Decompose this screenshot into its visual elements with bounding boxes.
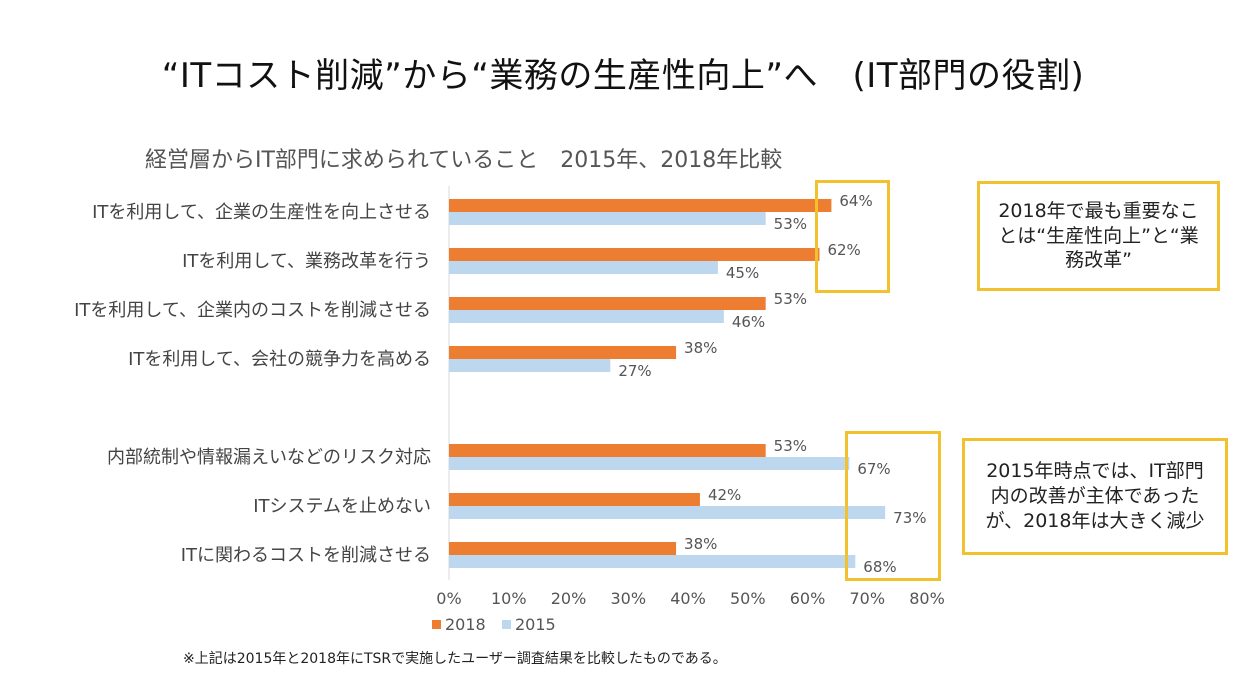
bar-2018 <box>449 199 832 212</box>
callout-it-internal-text: 2015年時点では、IT部門内の改善が主体であったが、2018年は大きく減少 <box>985 460 1205 532</box>
bar-2015 <box>449 261 718 274</box>
bar-2018 <box>449 297 766 310</box>
category-label: ITシステムを止めない <box>253 496 431 517</box>
category-label: ITを利用して、企業内のコストを削減させる <box>74 300 431 321</box>
highlight-box-2018-top <box>815 180 890 293</box>
x-tick-label: 0% <box>436 589 461 608</box>
bar-2015 <box>449 212 766 225</box>
value-label-2018: 42% <box>708 486 741 504</box>
callout-productivity: 2018年で最も重要なことは“生産性向上”と“業務改革” <box>977 181 1220 291</box>
highlight-box-2015-bottom <box>845 431 941 581</box>
value-label-2015: 68% <box>863 558 896 576</box>
bar-2015 <box>449 506 886 519</box>
bar-2015 <box>449 457 850 470</box>
value-label-2015: 46% <box>732 313 765 331</box>
value-label-2018: 38% <box>684 339 717 357</box>
callout-productivity-text: 2018年で最も重要なことは“生産性向上”と“業務改革” <box>998 199 1199 272</box>
value-label-2018: 62% <box>827 241 860 259</box>
value-label-2018: 53% <box>774 437 807 455</box>
x-tick-label: 30% <box>610 589 646 608</box>
bar-2018 <box>449 542 677 555</box>
slide-title: “ITコスト削減”から“業務の生産性向上”へ (IT部門の役割) <box>161 56 1085 96</box>
x-tick-label: 10% <box>491 589 527 608</box>
legend-label-2018: 2018 <box>445 615 486 634</box>
chart-title: 経営層からIT部門に求められていること 2015年、2018年比較 <box>145 148 783 173</box>
bar-2015 <box>449 310 724 323</box>
value-label-2018: 38% <box>684 535 717 553</box>
value-label-2015: 27% <box>618 362 651 380</box>
bar-2018 <box>449 248 820 261</box>
category-label: ITを利用して、企業の生産性を向上させる <box>92 202 431 223</box>
bar-2018 <box>449 493 700 506</box>
value-label-2015: 73% <box>893 509 926 527</box>
category-label: ITに関わるコストを削減させる <box>181 545 431 566</box>
bar-2018 <box>449 346 677 359</box>
x-tick-label: 50% <box>730 589 766 608</box>
legend-swatch-2015 <box>502 620 511 629</box>
category-label: 内部統制や情報漏えいなどのリスク対応 <box>107 447 431 468</box>
category-label: ITを利用して、会社の競争力を高める <box>128 349 431 370</box>
x-tick-label: 40% <box>670 589 706 608</box>
x-tick-label: 20% <box>551 589 587 608</box>
x-tick-label: 70% <box>849 589 885 608</box>
value-label-2015: 67% <box>857 460 890 478</box>
value-label-2015: 53% <box>774 215 807 233</box>
footnote: ※上記は2015年と2018年にTSRで実施したユーザー調査結果を比較したもので… <box>183 651 727 667</box>
x-tick-label: 60% <box>790 589 826 608</box>
bar-2015 <box>449 359 611 372</box>
legend-label-2015: 2015 <box>515 615 556 634</box>
x-tick-label: 80% <box>909 589 945 608</box>
value-label-2015: 45% <box>726 264 759 282</box>
value-label-2018: 64% <box>839 192 872 210</box>
legend-swatch-2018 <box>432 620 441 629</box>
callout-it-internal: 2015年時点では、IT部門内の改善が主体であったが、2018年は大きく減少 <box>962 438 1228 555</box>
value-label-2018: 53% <box>774 290 807 308</box>
bar-2018 <box>449 444 766 457</box>
category-label: ITを利用して、業務改革を行う <box>182 251 431 272</box>
bar-2015 <box>449 555 856 568</box>
